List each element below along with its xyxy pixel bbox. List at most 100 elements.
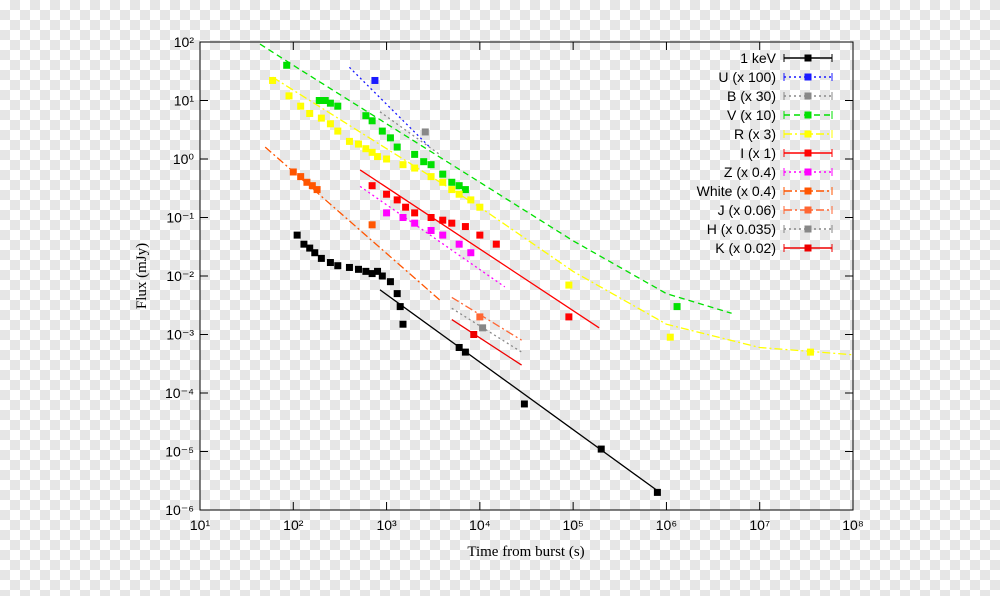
fit-line <box>379 111 440 155</box>
data-point <box>597 445 605 453</box>
data-point <box>378 272 386 280</box>
data-point <box>345 137 353 145</box>
data-point <box>402 203 410 211</box>
data-point <box>476 203 484 211</box>
y-tick-label: 10⁻⁵ <box>165 444 194 460</box>
data-point <box>455 343 463 351</box>
data-point <box>393 196 401 204</box>
fit-line <box>272 76 854 356</box>
data-point <box>368 148 376 156</box>
data-point <box>399 161 407 169</box>
y-tick-label: 10² <box>174 34 195 50</box>
data-point <box>297 102 305 110</box>
data-point <box>399 214 407 221</box>
data-point <box>470 331 478 338</box>
data-point <box>383 209 391 217</box>
data-point <box>393 143 401 151</box>
data-point <box>673 303 681 311</box>
data-point <box>439 178 447 186</box>
data-point <box>427 173 435 181</box>
data-point <box>455 190 463 198</box>
data-point <box>467 196 475 204</box>
data-point <box>479 324 487 332</box>
data-point <box>378 127 386 135</box>
data-point <box>334 102 342 110</box>
y-tick-label: 10⁰ <box>173 151 195 167</box>
data-point <box>396 303 404 311</box>
x-tick-label: 10⁸ <box>842 517 864 533</box>
fit-line <box>451 307 522 353</box>
data-point <box>666 333 674 341</box>
y-tick-label: 10¹ <box>174 93 195 109</box>
data-point <box>427 161 435 169</box>
data-point <box>420 158 428 166</box>
data-point <box>315 97 323 104</box>
data-point <box>326 99 334 107</box>
data-point <box>362 145 370 153</box>
y-tick-label: 10⁻¹ <box>166 210 194 226</box>
legend-marker <box>804 187 812 195</box>
legend-marker <box>804 73 812 81</box>
fit-line <box>379 289 661 493</box>
legend-label: R (x 3) <box>734 126 776 142</box>
legend-marker <box>804 225 812 233</box>
y-axis-label: Flux (mJy) <box>134 243 150 309</box>
y-tick-label: 10⁻³ <box>166 327 194 343</box>
data-point <box>806 348 814 356</box>
data-point <box>334 127 342 135</box>
data-point <box>399 320 407 328</box>
data-point <box>345 263 353 271</box>
data-point <box>439 170 447 178</box>
data-point <box>386 278 394 286</box>
data-point <box>448 178 456 186</box>
data-point <box>311 249 319 257</box>
data-point <box>467 249 475 257</box>
fit-line <box>359 185 506 288</box>
data-point <box>368 117 376 125</box>
legend-label: I (x 1) <box>740 145 776 161</box>
data-point <box>297 173 305 181</box>
fit-line <box>348 66 431 148</box>
data-point <box>368 182 376 190</box>
data-point <box>455 240 463 248</box>
data-point <box>439 231 447 239</box>
x-axis-label: Time from burst (s) <box>467 544 584 560</box>
data-point <box>411 209 419 217</box>
data-point <box>461 348 469 356</box>
data-point <box>354 140 362 148</box>
legend-marker <box>804 92 812 100</box>
legend-marker <box>804 244 812 252</box>
data-point <box>317 114 325 122</box>
data-point <box>411 150 419 158</box>
data-point <box>383 155 391 163</box>
data-point <box>321 97 329 104</box>
legend-marker <box>804 206 812 214</box>
data-point <box>362 267 370 275</box>
fit-line <box>451 319 522 366</box>
data-point <box>565 313 573 321</box>
data-point <box>269 76 277 84</box>
data-point <box>653 488 661 496</box>
data-point <box>368 221 376 229</box>
data-point <box>427 214 435 221</box>
y-tick-label: 10⁻⁶ <box>165 502 194 518</box>
x-tick-label: 10⁵ <box>562 517 583 533</box>
legend-label: B (x 30) <box>727 88 776 104</box>
data-point <box>427 226 435 234</box>
data-point <box>448 186 456 194</box>
data-point <box>285 92 293 100</box>
x-tick-label: 10⁶ <box>656 517 677 533</box>
data-point <box>448 219 456 227</box>
legend-label: 1 keV <box>740 50 776 66</box>
data-point <box>476 231 484 239</box>
data-point <box>565 281 573 289</box>
legend-marker <box>804 130 812 138</box>
legend-marker <box>804 168 812 176</box>
fit-line <box>451 296 522 341</box>
data-point <box>383 190 391 198</box>
data-point <box>334 262 342 270</box>
data-point <box>461 223 469 231</box>
data-point <box>300 240 308 248</box>
data-point <box>455 182 463 190</box>
data-point <box>283 61 291 69</box>
